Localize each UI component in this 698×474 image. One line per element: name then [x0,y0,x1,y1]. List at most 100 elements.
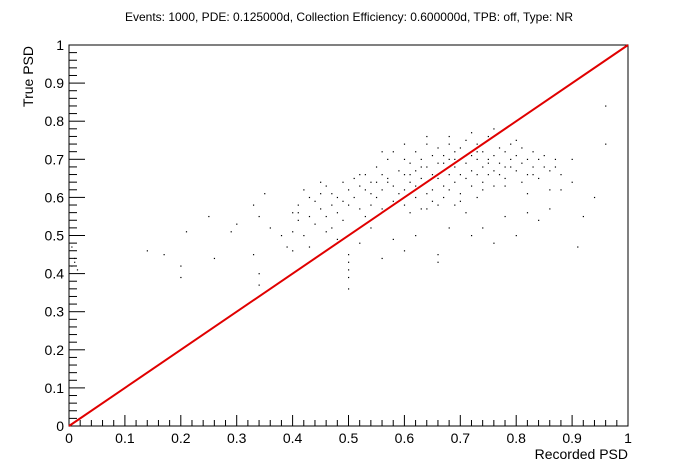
scatter-point [280,235,283,237]
scatter-point [180,265,182,267]
scatter-point [504,177,506,180]
scatter-point [364,215,366,218]
scatter-point [320,208,322,210]
scatter-point [437,147,439,149]
scatter-point [465,177,467,180]
scatter-point [605,105,607,107]
scatter-point [370,193,372,195]
scatter-point [314,200,316,202]
scatter-point [163,254,165,256]
scatter-point [454,151,456,153]
scatter-point [342,219,344,221]
scatter-point [487,135,489,138]
scatter-point [415,170,417,172]
scatter-point [515,170,517,172]
scatter-point [370,227,372,229]
scatter-point [353,177,355,180]
scatter-point [515,139,517,141]
scatter-point [543,154,545,157]
scatter-point [74,257,76,260]
scatter-point [532,174,534,176]
scatter-point [482,181,484,183]
scatter-point [482,227,484,229]
scatter-point [415,185,417,187]
scatter-point [398,170,400,172]
scatter-point [521,181,523,183]
scatter-point [426,208,428,210]
scatter-point [208,215,210,218]
scatter-point [443,162,445,164]
scatter-point [476,196,478,199]
scatter-point [403,158,406,160]
scatter-point [381,174,383,176]
scatter-point [185,231,188,233]
scatter-point [448,227,450,229]
scatter-point [336,212,339,214]
scatter-point [230,231,232,233]
scatter-point [493,154,495,157]
scatter-point [146,250,148,252]
y-tick-label: 0.8 [45,113,65,129]
scatter-point [560,174,562,176]
scatter-point [409,162,411,164]
scatter-point [526,174,529,176]
scatter-point [538,219,540,221]
scatter-point [303,235,305,237]
scatter-point [437,261,439,263]
scatter-point [381,208,383,210]
scatter-point [252,204,255,206]
scatter-point [403,143,406,145]
scatter-point [476,143,478,145]
scatter-point [549,170,551,172]
scatter-point [314,223,316,225]
scatter-point [504,151,506,153]
scatter-point [571,158,573,160]
scatter-point [454,204,456,206]
scatter-point [336,238,339,241]
scatter-point [364,189,366,191]
scatter-point [487,162,489,164]
scatter-point [297,212,299,214]
scatter-point [448,174,450,176]
scatter-point [605,143,607,145]
scatter-point [465,162,467,164]
scatter-point [538,158,540,160]
scatter-point [476,158,478,160]
scatter-point [577,246,579,248]
scatter-point [532,151,534,153]
scatter-point [526,158,529,160]
scatter-point [71,246,73,248]
scatter-point [71,265,73,267]
scatter-point [448,143,450,145]
scatter-point [375,181,378,183]
x-tick-label: 0 [65,430,73,446]
x-axis-label: Recorded PSD [535,446,628,462]
scatter-point [409,212,411,214]
scatter-point [180,276,182,279]
scatter-point [487,174,489,176]
scatter-point [213,257,216,260]
scatter-point [493,242,495,244]
scatter-point [420,208,422,210]
scatter-point [353,196,355,199]
scatter-point [493,170,495,172]
x-tick-label: 0.9 [562,430,582,446]
scatter-point [409,174,411,176]
x-tick-label: 0.4 [283,430,303,446]
scatter-point [364,174,366,176]
scatter-point [510,158,512,160]
scatter-point [454,158,456,160]
scatter-point [387,177,389,180]
scatter-point [359,174,361,176]
scatter-point [437,204,439,206]
scatter-point [443,154,445,157]
scatter-point [420,158,422,160]
y-tick-label: 0.5 [45,228,65,244]
scatter-point [348,261,350,263]
y-tick-label: 0.2 [45,342,65,358]
scatter-point [437,162,439,164]
scatter-point [426,193,428,195]
scatter-point [76,269,79,271]
scatter-point [498,174,501,176]
